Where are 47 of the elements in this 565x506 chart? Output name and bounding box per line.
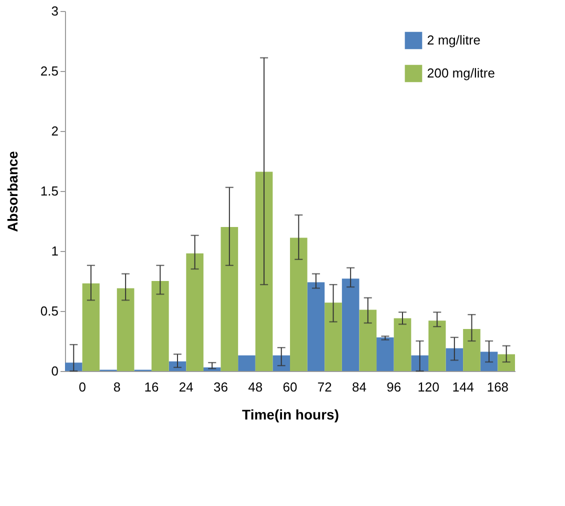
bar — [376, 337, 394, 371]
bar — [394, 318, 412, 371]
y-tick-label: 0.5 — [40, 304, 58, 318]
x-axis-title: Time(in hours) — [242, 406, 339, 422]
bar — [116, 288, 134, 371]
y-tick-label: 1.5 — [40, 184, 58, 198]
bar — [411, 355, 428, 371]
bar — [65, 362, 82, 371]
bar — [307, 282, 325, 371]
y-tick-label: 2.5 — [40, 64, 58, 78]
y-tick-label: 1 — [51, 244, 58, 258]
x-tick-label: 0 — [78, 380, 86, 394]
y-tick-label: 3 — [51, 4, 58, 18]
x-tick-label: 16 — [144, 380, 159, 394]
x-tick-label: 36 — [214, 380, 228, 394]
bar — [359, 310, 377, 371]
x-tick-label: 144 — [452, 380, 474, 394]
x-tick-label: 96 — [386, 380, 402, 394]
bar — [272, 355, 290, 371]
legend-label: 200 mg/litre — [427, 66, 495, 80]
x-tick-label: 72 — [317, 380, 332, 394]
bar — [428, 320, 446, 371]
bar — [255, 172, 273, 371]
x-tick-label: 60 — [282, 380, 298, 394]
bar — [186, 253, 204, 371]
bar — [238, 355, 256, 371]
bar — [342, 278, 360, 371]
x-tick-label: 24 — [178, 380, 194, 394]
x-tick-label: 48 — [248, 380, 263, 394]
bar — [463, 329, 480, 371]
legend-label: 2 mg/litre — [427, 32, 480, 48]
x-tick-label: 120 — [418, 380, 440, 394]
x-tick-label: 84 — [352, 380, 366, 394]
bar — [446, 348, 464, 371]
y-tick-label: 2 — [51, 124, 58, 138]
bar — [152, 281, 169, 371]
bar — [82, 283, 100, 371]
bar — [168, 361, 186, 371]
x-tick-label: 168 — [486, 380, 509, 394]
y-axis-title: Absorbance — [4, 150, 20, 232]
x-tick-label: 8 — [113, 380, 121, 394]
bar — [324, 302, 342, 371]
bar — [480, 352, 498, 371]
bar — [220, 227, 238, 371]
bar — [498, 354, 515, 371]
bar — [290, 238, 308, 371]
y-tick-label: 0 — [51, 364, 58, 378]
